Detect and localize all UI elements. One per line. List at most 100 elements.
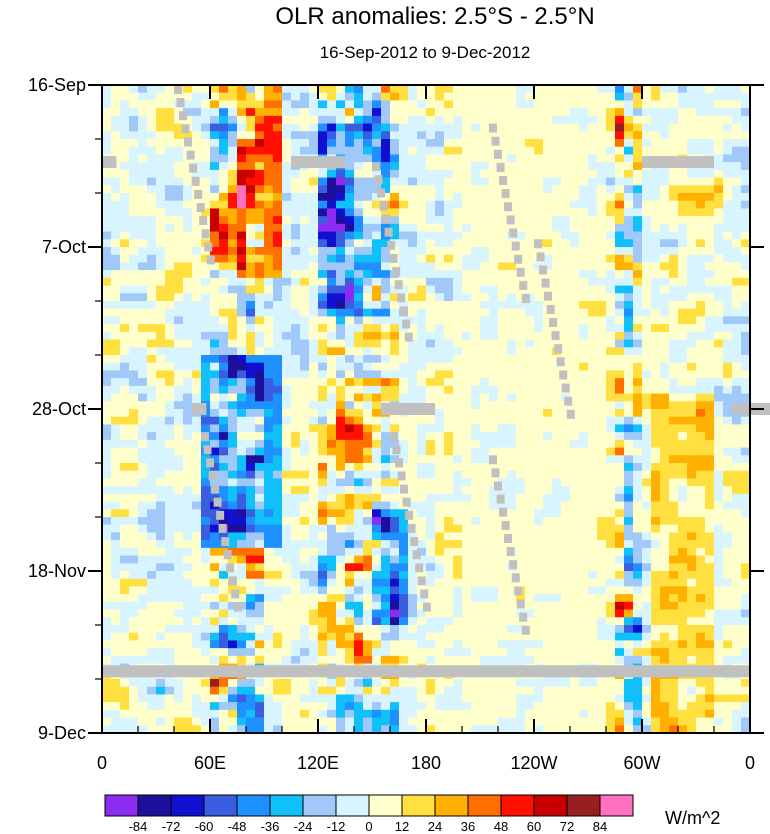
heatmap-cell xyxy=(345,193,355,202)
heatmap-cell xyxy=(399,439,409,448)
heatmap-cell xyxy=(183,594,193,603)
heatmap-cell xyxy=(534,478,544,487)
heatmap-cell xyxy=(327,501,337,510)
heatmap-cell xyxy=(561,301,571,310)
heatmap-cell xyxy=(588,385,598,394)
heatmap-cell xyxy=(444,501,454,510)
heatmap-cell xyxy=(138,486,148,495)
heatmap-cell xyxy=(705,563,715,572)
heatmap-cell xyxy=(426,347,436,356)
heatmap-cell xyxy=(552,393,562,402)
heatmap-cell xyxy=(633,92,643,101)
heatmap-cell xyxy=(624,432,634,441)
heatmap-cell xyxy=(435,455,445,464)
heatmap-cell xyxy=(183,509,193,518)
heatmap-cell xyxy=(732,393,742,402)
heatmap-cell xyxy=(624,501,634,510)
heatmap-cell xyxy=(327,139,337,148)
heatmap-cell xyxy=(201,177,211,186)
heatmap-cell xyxy=(327,92,337,101)
heatmap-cell xyxy=(435,378,445,387)
heatmap-cell xyxy=(453,409,463,418)
heatmap-cell xyxy=(255,355,265,364)
heatmap-cell xyxy=(543,393,553,402)
heatmap-cell xyxy=(354,231,364,240)
heatmap-cell xyxy=(417,493,427,502)
heatmap-cell xyxy=(246,146,256,155)
heatmap-cell xyxy=(516,524,526,533)
heatmap-cell xyxy=(687,301,697,310)
heatmap-cell xyxy=(165,578,175,587)
heatmap-cell xyxy=(507,115,517,124)
heatmap-cell xyxy=(588,193,598,202)
heatmap-cell xyxy=(129,262,139,271)
heatmap-cell xyxy=(678,478,688,487)
heatmap-cell xyxy=(399,578,409,587)
heatmap-cell xyxy=(246,594,256,603)
heatmap-cell xyxy=(552,247,562,256)
heatmap-cell xyxy=(516,501,526,510)
heatmap-cell xyxy=(597,223,607,232)
heatmap-cell xyxy=(651,308,661,317)
heatmap-cell xyxy=(669,231,679,240)
heatmap-cell xyxy=(597,455,607,464)
heatmap-cell xyxy=(354,370,364,379)
heatmap-cell xyxy=(102,92,112,101)
heatmap-cell xyxy=(516,100,526,109)
heatmap-cell xyxy=(138,208,148,217)
heatmap-cell xyxy=(129,424,139,433)
heatmap-cell xyxy=(210,370,220,379)
heatmap-cell xyxy=(309,378,319,387)
heatmap-cell xyxy=(561,601,571,610)
heatmap-cell xyxy=(345,262,355,271)
heatmap-cell xyxy=(714,347,724,356)
heatmap-cell xyxy=(480,517,490,526)
heatmap-cell xyxy=(714,463,724,472)
heatmap-cell xyxy=(696,308,706,317)
heatmap-cell xyxy=(174,131,184,140)
heatmap-cell xyxy=(723,578,733,587)
heatmap-cell xyxy=(111,115,121,124)
heatmap-cell xyxy=(264,555,274,564)
heatmap-cell xyxy=(282,532,292,541)
heatmap-cell xyxy=(705,285,715,294)
heatmap-cell xyxy=(165,385,175,394)
heatmap-cell xyxy=(273,493,283,502)
heatmap-cell xyxy=(426,270,436,279)
heatmap-cell xyxy=(147,594,157,603)
heatmap-cell xyxy=(174,154,184,163)
heatmap-cell xyxy=(606,185,616,194)
heatmap-cell xyxy=(741,555,751,564)
heatmap-cell xyxy=(687,586,697,595)
heatmap-cell xyxy=(552,401,562,410)
heatmap-cell xyxy=(336,478,346,487)
heatmap-cell xyxy=(228,532,238,541)
heatmap-cell xyxy=(615,270,625,279)
heatmap-cell xyxy=(705,355,715,364)
heatmap-cell xyxy=(570,470,580,479)
heatmap-cell xyxy=(642,517,652,526)
heatmap-cell xyxy=(615,108,625,117)
heatmap-cell xyxy=(372,108,382,117)
heatmap-cell xyxy=(408,208,418,217)
heatmap-cell xyxy=(588,594,598,603)
heatmap-cell xyxy=(588,362,598,371)
heatmap-cell xyxy=(480,509,490,518)
heatmap-cell xyxy=(498,293,508,302)
heatmap-cell xyxy=(471,277,481,286)
heatmap-cell xyxy=(588,239,598,248)
heatmap-cell xyxy=(372,355,382,364)
heatmap-cell xyxy=(552,239,562,248)
heatmap-cell xyxy=(705,594,715,603)
heatmap-cell xyxy=(624,478,634,487)
heatmap-cell xyxy=(345,493,355,502)
heatmap-cell xyxy=(579,193,589,202)
heatmap-cell xyxy=(507,601,517,610)
heatmap-cell xyxy=(138,216,148,225)
heatmap-cell xyxy=(480,169,490,178)
heatmap-cell xyxy=(507,92,517,101)
heatmap-cell xyxy=(669,285,679,294)
heatmap-cell xyxy=(426,316,436,325)
heatmap-cell xyxy=(444,571,454,580)
heatmap-cell xyxy=(633,509,643,518)
